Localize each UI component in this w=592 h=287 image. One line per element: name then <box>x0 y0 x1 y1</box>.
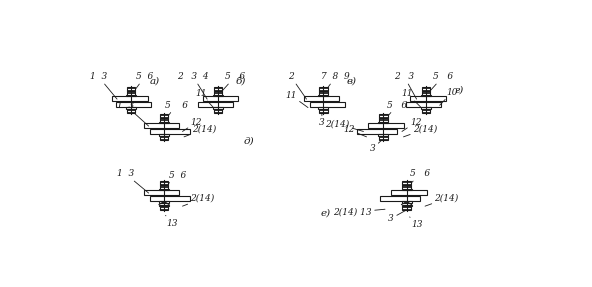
Text: 5   6: 5 6 <box>221 72 245 92</box>
Bar <box>401 189 411 190</box>
Text: б): б) <box>236 76 246 85</box>
Bar <box>310 102 345 107</box>
Bar <box>126 107 136 109</box>
Bar <box>159 189 169 190</box>
Text: 1  3: 1 3 <box>90 72 117 99</box>
Text: 11: 11 <box>401 89 423 109</box>
Bar <box>160 118 168 122</box>
Text: 5   6: 5 6 <box>385 101 407 119</box>
Text: г): г) <box>454 85 464 94</box>
Bar <box>381 196 420 201</box>
Bar <box>421 107 431 109</box>
Bar <box>127 87 135 91</box>
Bar <box>150 196 190 201</box>
Text: 3: 3 <box>319 113 325 127</box>
Bar <box>319 91 327 95</box>
Text: д): д) <box>243 137 254 146</box>
Bar <box>379 136 388 140</box>
Text: 1  3: 1 3 <box>117 169 149 193</box>
Bar <box>318 107 329 109</box>
Text: 5  6: 5 6 <box>166 171 186 186</box>
Bar <box>160 185 168 189</box>
Bar <box>391 190 427 195</box>
Bar <box>144 190 179 195</box>
Bar <box>403 206 411 210</box>
Text: 7  8  9: 7 8 9 <box>321 72 350 92</box>
Bar <box>160 181 168 185</box>
Bar <box>401 205 411 206</box>
Bar <box>214 87 222 91</box>
Bar <box>422 87 430 91</box>
Bar <box>126 95 136 96</box>
Bar <box>421 95 431 96</box>
Text: 2(14): 2(14) <box>182 194 215 206</box>
Text: 12: 12 <box>344 125 366 137</box>
Text: 13: 13 <box>166 215 178 228</box>
Bar <box>144 123 179 128</box>
Bar <box>159 205 169 206</box>
Bar <box>213 107 223 109</box>
Text: 3: 3 <box>370 140 382 153</box>
Text: 10: 10 <box>440 88 458 105</box>
Bar <box>403 185 411 189</box>
Bar <box>422 109 430 113</box>
Bar <box>127 91 135 95</box>
Bar <box>150 129 190 134</box>
Text: 2(14): 2(14) <box>184 125 216 137</box>
Bar <box>159 201 169 203</box>
Bar <box>318 95 329 96</box>
Bar <box>378 134 388 136</box>
Text: 2(14): 2(14) <box>325 119 363 131</box>
Bar <box>403 181 411 185</box>
Bar <box>422 91 430 95</box>
Bar <box>406 102 441 107</box>
Bar <box>160 114 168 118</box>
Text: 2   3  4: 2 3 4 <box>178 72 209 99</box>
Bar <box>198 102 233 107</box>
Text: 11: 11 <box>195 89 215 109</box>
Text: 2(14): 2(14) <box>425 194 459 206</box>
Text: 2(14) 13: 2(14) 13 <box>333 208 385 217</box>
Text: а): а) <box>149 76 159 85</box>
Bar <box>319 87 327 91</box>
Bar <box>160 136 168 140</box>
Text: 2: 2 <box>288 72 307 99</box>
Text: 11: 11 <box>285 91 308 108</box>
Bar <box>214 91 222 95</box>
Bar <box>368 123 404 128</box>
Bar <box>213 95 223 96</box>
Text: 1  3: 1 3 <box>117 101 149 126</box>
Text: 12: 12 <box>182 118 202 131</box>
Bar <box>379 114 388 118</box>
Bar <box>410 96 446 101</box>
Text: 12: 12 <box>402 118 422 131</box>
Bar <box>401 201 411 203</box>
Bar <box>214 109 222 113</box>
Bar <box>319 109 327 113</box>
Text: 13: 13 <box>410 217 423 229</box>
Text: 5   6: 5 6 <box>408 169 430 186</box>
Bar <box>127 109 135 113</box>
Bar <box>160 206 168 210</box>
Bar <box>378 122 388 123</box>
Text: е): е) <box>320 209 330 218</box>
Text: в): в) <box>346 76 356 85</box>
Text: 2(14): 2(14) <box>404 125 437 137</box>
Text: 5   6: 5 6 <box>429 72 453 92</box>
Bar <box>304 96 339 101</box>
Bar <box>112 96 148 101</box>
Bar <box>379 118 388 122</box>
Bar <box>159 134 169 136</box>
Text: 2   3: 2 3 <box>394 72 417 99</box>
Text: 5    6: 5 6 <box>165 101 188 119</box>
Bar <box>202 96 238 101</box>
Bar <box>115 102 151 107</box>
Text: 3: 3 <box>388 211 405 223</box>
Text: 5  6: 5 6 <box>133 72 153 92</box>
Bar <box>358 129 397 134</box>
Bar <box>159 122 169 123</box>
